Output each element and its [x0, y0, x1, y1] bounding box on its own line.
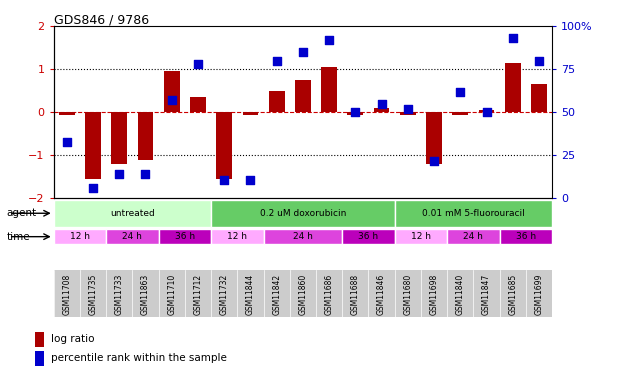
Text: GSM11844: GSM11844: [246, 274, 255, 315]
Bar: [158, 229, 211, 244]
Bar: [400, 112, 416, 114]
Text: 12 h: 12 h: [411, 232, 431, 241]
Text: GSM11698: GSM11698: [430, 274, 439, 315]
Text: log ratio: log ratio: [51, 334, 95, 344]
Text: GDS846 / 9786: GDS846 / 9786: [54, 13, 149, 26]
Point: [193, 61, 203, 67]
Text: GSM11680: GSM11680: [403, 274, 412, 315]
Point: [481, 110, 492, 116]
Bar: [395, 229, 447, 244]
Point: [377, 101, 387, 107]
Text: time: time: [6, 232, 30, 242]
Bar: [54, 270, 552, 317]
Point: [429, 158, 439, 164]
Text: GSM11686: GSM11686: [324, 274, 334, 315]
Bar: [447, 229, 500, 244]
Bar: [264, 229, 342, 244]
Text: GSM11708: GSM11708: [62, 274, 71, 315]
Bar: [374, 108, 389, 112]
Bar: [479, 110, 495, 112]
Bar: [35, 351, 44, 366]
Text: 36 h: 36 h: [175, 232, 195, 241]
Text: 0.2 uM doxorubicin: 0.2 uM doxorubicin: [260, 209, 346, 218]
Text: percentile rank within the sample: percentile rank within the sample: [51, 353, 227, 363]
Point: [167, 97, 177, 103]
Bar: [216, 112, 232, 179]
Text: 24 h: 24 h: [293, 232, 313, 241]
Point: [403, 106, 413, 112]
Bar: [111, 112, 127, 164]
Text: GSM11712: GSM11712: [194, 274, 203, 315]
Bar: [164, 72, 180, 112]
Bar: [106, 229, 158, 244]
Text: GSM11688: GSM11688: [351, 274, 360, 315]
Text: GSM11860: GSM11860: [298, 274, 307, 315]
Text: GSM11685: GSM11685: [509, 274, 517, 315]
Point: [114, 171, 124, 177]
Text: GSM11847: GSM11847: [482, 274, 491, 315]
Point: [245, 177, 256, 183]
Point: [534, 58, 544, 64]
Text: GSM11842: GSM11842: [272, 274, 281, 315]
Bar: [321, 67, 337, 112]
Text: 36 h: 36 h: [516, 232, 536, 241]
Bar: [59, 112, 74, 114]
Text: GSM11732: GSM11732: [220, 274, 228, 315]
Bar: [54, 229, 106, 244]
Point: [324, 37, 334, 43]
Point: [508, 35, 518, 41]
Point: [271, 58, 281, 64]
Bar: [35, 332, 44, 347]
Bar: [531, 84, 547, 112]
Bar: [269, 91, 285, 112]
Point: [298, 49, 308, 55]
Bar: [138, 112, 153, 160]
Point: [62, 139, 72, 145]
Bar: [500, 229, 552, 244]
Point: [219, 177, 229, 183]
Bar: [505, 63, 521, 112]
Text: 36 h: 36 h: [358, 232, 379, 241]
Text: GSM11840: GSM11840: [456, 274, 465, 315]
Bar: [348, 112, 363, 114]
Bar: [426, 112, 442, 164]
Point: [88, 185, 98, 191]
Text: untreated: untreated: [110, 209, 155, 218]
Bar: [85, 112, 101, 179]
Text: GSM11699: GSM11699: [534, 274, 543, 315]
Point: [141, 171, 151, 177]
Bar: [342, 229, 395, 244]
Bar: [242, 112, 258, 114]
Bar: [395, 200, 552, 226]
Text: GSM11710: GSM11710: [167, 274, 176, 315]
Text: 12 h: 12 h: [227, 232, 247, 241]
Text: 12 h: 12 h: [70, 232, 90, 241]
Text: GSM11733: GSM11733: [115, 274, 124, 315]
Bar: [54, 200, 211, 226]
Point: [455, 89, 465, 95]
Text: GSM11863: GSM11863: [141, 274, 150, 315]
Point: [350, 110, 360, 116]
Text: GSM11846: GSM11846: [377, 274, 386, 315]
Text: 24 h: 24 h: [122, 232, 142, 241]
Bar: [190, 97, 206, 112]
Bar: [452, 112, 468, 114]
Text: agent: agent: [6, 208, 37, 218]
Bar: [211, 229, 264, 244]
Text: 0.01 mM 5-fluorouracil: 0.01 mM 5-fluorouracil: [422, 209, 525, 218]
Bar: [295, 80, 310, 112]
Text: GSM11735: GSM11735: [88, 274, 97, 315]
Text: 24 h: 24 h: [464, 232, 483, 241]
Bar: [211, 200, 395, 226]
